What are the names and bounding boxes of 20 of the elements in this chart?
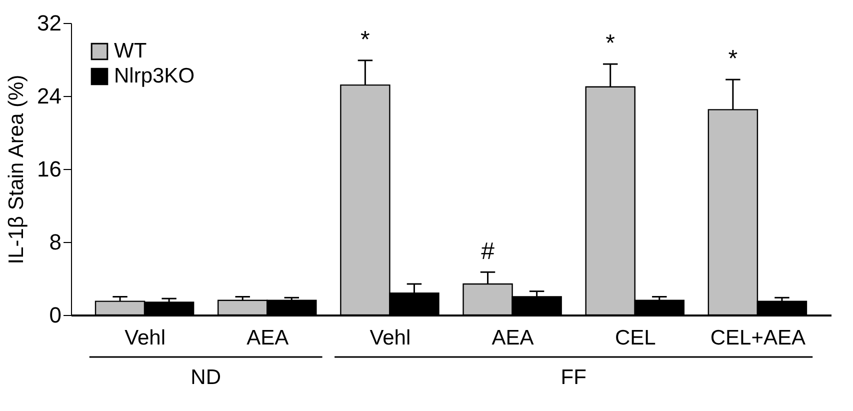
y-axis-title: IL-1β Stain Area (%) xyxy=(5,74,28,264)
x-tick-label: AEA xyxy=(492,326,534,350)
legend-label: WT xyxy=(114,40,147,62)
legend-label: Nlrp3KO xyxy=(114,64,195,88)
y-tick-label: 0 xyxy=(49,302,62,328)
x-tick-label: CEL xyxy=(614,326,656,350)
x-tick-label: Vehl xyxy=(124,326,166,350)
x-tick-label: Vehl xyxy=(370,326,411,350)
text: ND xyxy=(190,366,222,389)
y-tick-label: 24 xyxy=(37,84,62,108)
data-label: # xyxy=(481,238,496,266)
y-tick-label: 16 xyxy=(37,156,62,182)
data-label: * xyxy=(728,46,738,73)
y-tick-label: 32 xyxy=(37,10,62,36)
x-tick-label: AEA xyxy=(246,326,289,350)
data-label: * xyxy=(606,30,616,58)
text: FF xyxy=(560,366,586,389)
data-label: * xyxy=(360,26,370,54)
x-tick-label: CEL+AEA xyxy=(710,326,806,350)
y-tick-label: 8 xyxy=(49,230,62,254)
